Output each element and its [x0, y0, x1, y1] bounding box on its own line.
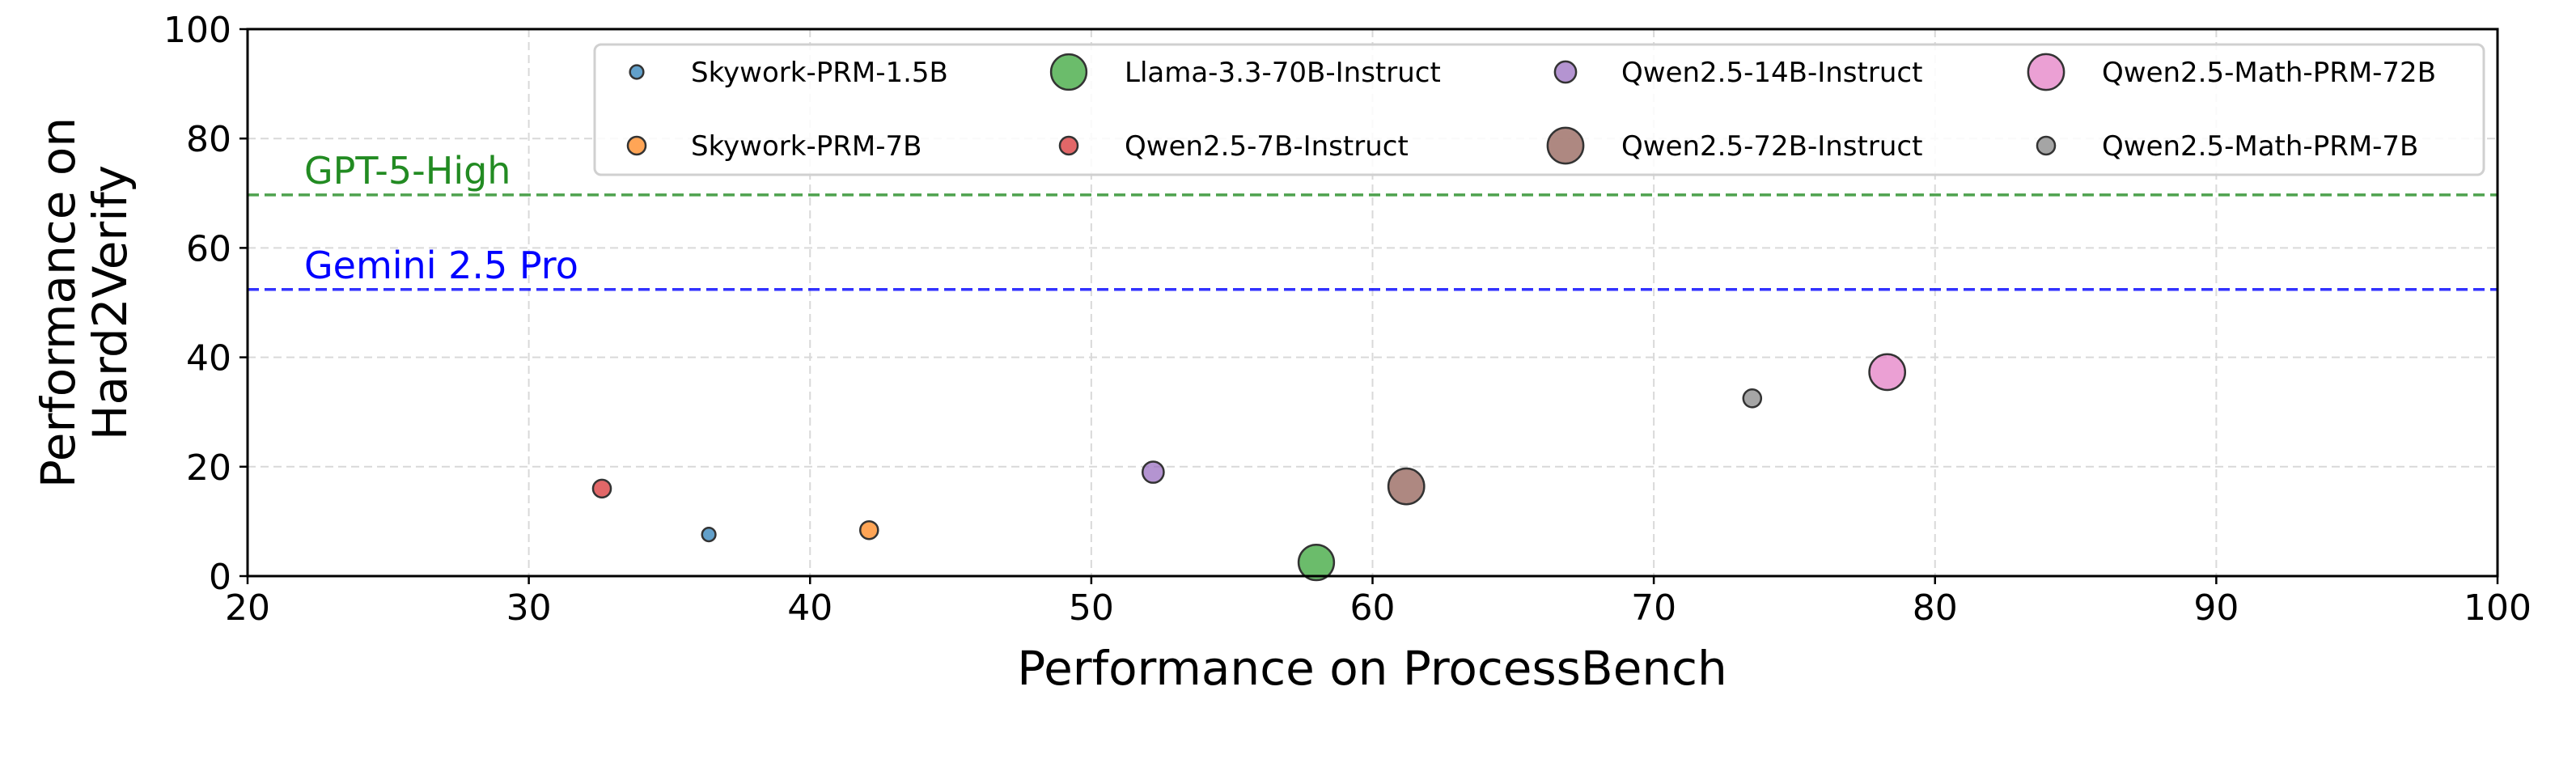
reference-lines: GPT-5-High Gemini 2.5 Pro [248, 149, 2498, 291]
x-tick-label: 70 [1631, 587, 1676, 629]
y-tick-label: 20 [186, 447, 231, 489]
x-tick-label: 100 [2464, 587, 2532, 629]
legend-marker [1058, 135, 1079, 156]
legend-marker [626, 135, 647, 156]
legend-marker [629, 64, 645, 80]
data-point [1742, 388, 1763, 409]
y-tick-label: 80 [186, 119, 231, 160]
legend-label: Qwen2.5-14B-Instruct [1621, 57, 1922, 89]
y-axis-label-line2: Hard2Verify [83, 165, 138, 440]
reference-line-label: GPT-5-High [304, 149, 511, 193]
x-tick-label: 60 [1350, 587, 1396, 629]
data-point [591, 478, 612, 499]
data-point [701, 527, 717, 543]
x-tick-label: 20 [225, 587, 270, 629]
x-axis-label: Performance on ProcessBench [1017, 641, 1727, 696]
x-tick-label: 30 [506, 587, 552, 629]
y-tick-label: 60 [186, 228, 231, 269]
data-point [858, 519, 879, 540]
legend-marker [2036, 135, 2057, 156]
legend-label: Qwen2.5-Math-PRM-72B [2102, 57, 2436, 89]
legend: Skywork-PRM-1.5B Skywork-PRM-7B Llama-3.3-… [593, 43, 2485, 176]
x-tick-label: 90 [2193, 587, 2239, 629]
legend-marker [1546, 126, 1585, 165]
legend-label: Qwen2.5-72B-Instruct [1621, 130, 1922, 163]
data-point [1141, 460, 1165, 484]
legend-label: Skywork-PRM-7B [691, 130, 922, 163]
data-point [1297, 543, 1336, 582]
x-tick-label: 40 [787, 587, 833, 629]
x-tick-label: 80 [1913, 587, 1958, 629]
legend-marker [1049, 53, 1088, 91]
legend-marker [2027, 53, 2065, 91]
legend-label: Qwen2.5-Math-PRM-7B [2102, 130, 2418, 163]
data-points [591, 353, 1907, 582]
legend-label: Qwen2.5-7B-Instruct [1125, 130, 1409, 163]
y-tick-label: 0 [209, 557, 231, 598]
x-tick-label: 50 [1069, 587, 1114, 629]
y-tick-label: 100 [163, 10, 231, 51]
legend-label: Llama-3.3-70B-Instruct [1125, 57, 1441, 89]
data-point [1387, 467, 1426, 506]
y-axis-label-line1: Performance on [31, 117, 86, 488]
data-point [1868, 353, 1907, 392]
legend-marker [1553, 60, 1578, 84]
y-tick-label: 40 [186, 338, 231, 379]
legend-label: Skywork-PRM-1.5B [691, 57, 948, 89]
reference-line-label: Gemini 2.5 Pro [304, 244, 578, 287]
